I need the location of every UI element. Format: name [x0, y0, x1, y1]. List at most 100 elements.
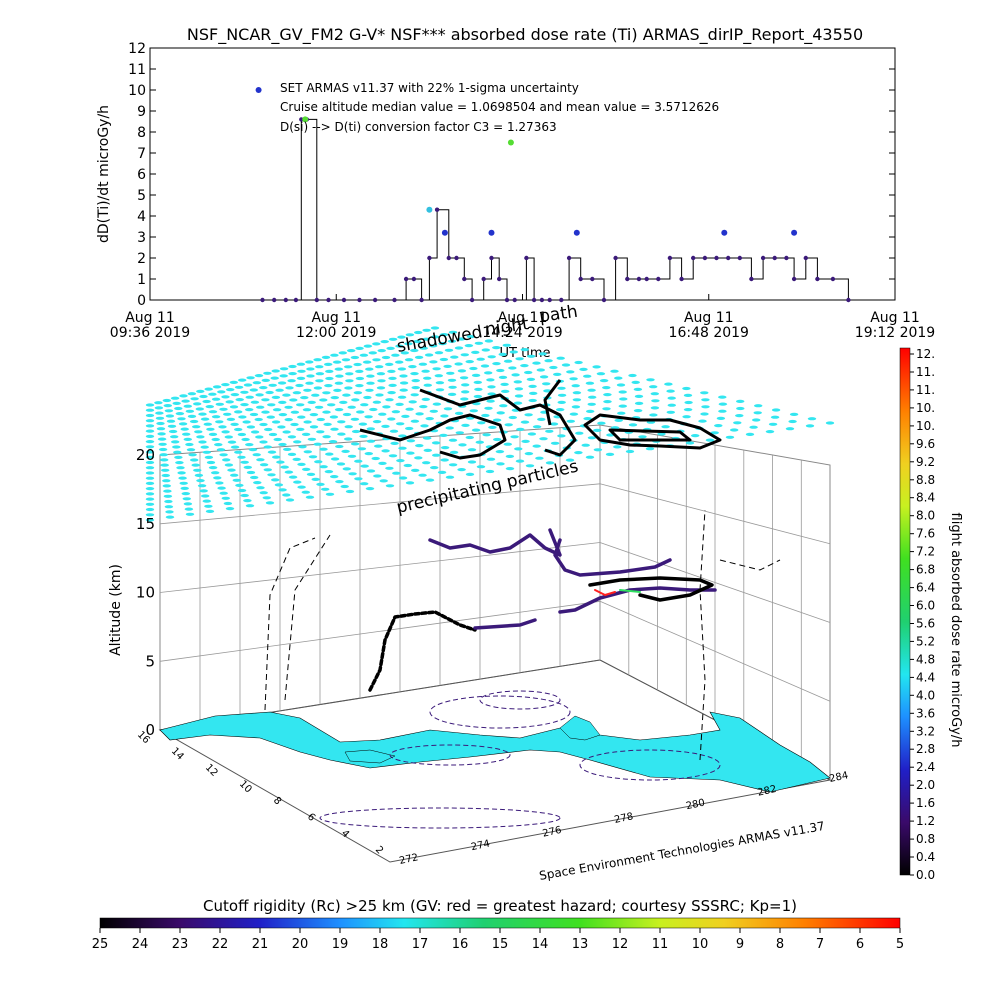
particle-mark: [698, 419, 707, 423]
ts-data-point: [760, 255, 766, 261]
ts-data-point: [830, 276, 836, 282]
colorbar-ticks: 12. 11. 11. 10. 10. 9.6 9.2 8.8 8.4 8.0 7.6 7.2 6.8 6…: [910, 347, 935, 882]
ts-data-point: [454, 255, 459, 261]
particle-mark: [145, 419, 155, 423]
ts-data-point: [539, 297, 545, 303]
particle-mark: [181, 492, 190, 496]
particle-mark: [201, 494, 210, 498]
particle-mark: [454, 346, 464, 350]
particle-mark: [211, 437, 220, 442]
particle-mark: [565, 458, 575, 462]
ts-data-point: [446, 255, 451, 261]
particle-mark: [649, 385, 658, 389]
particle-mark: [537, 417, 546, 421]
particle-mark: [268, 383, 277, 387]
particle-mark: [167, 424, 177, 428]
altitude-axis-label: Altitude (km): [108, 564, 124, 656]
rigidity-tick-label: 24: [132, 937, 149, 952]
particle-mark: [377, 379, 386, 383]
particle-mark: [683, 393, 693, 397]
particle-mark: [347, 454, 357, 458]
particle-mark: [347, 349, 356, 353]
particle-mark: [439, 333, 449, 337]
particle-mark: [182, 432, 191, 436]
altitude-tick-label: 5: [145, 652, 155, 670]
particle-mark: [248, 448, 258, 452]
ts-data-point: [497, 276, 502, 282]
particle-mark: [313, 386, 323, 390]
particle-mark: [145, 403, 155, 407]
particle-mark: [342, 412, 352, 417]
particle-mark: [234, 450, 243, 454]
ts-data-point: [357, 297, 362, 303]
particle-mark: [460, 397, 469, 401]
particle-mark: [807, 417, 817, 421]
particle-mark: [414, 456, 423, 460]
colorbar-tick-label: 4.4: [916, 670, 935, 684]
rigidity-tick-label: 15: [492, 937, 509, 952]
particle-mark: [246, 376, 255, 380]
particle-mark: [725, 435, 735, 439]
particle-mark: [385, 398, 394, 402]
particle-mark: [179, 481, 188, 485]
particle-mark: [190, 458, 199, 462]
particle-mark: [399, 374, 408, 378]
particle-mark: [445, 475, 455, 479]
particle-mark: [524, 452, 534, 456]
particle-mark: [466, 335, 476, 339]
colorbar-tick-label: 1.2: [916, 814, 935, 828]
particle-mark: [163, 404, 172, 408]
particle-mark: [572, 398, 582, 402]
rigidity-tick-label: 9: [736, 937, 744, 952]
particle-mark: [419, 346, 428, 350]
ts-data-point: [299, 117, 304, 122]
particle-mark: [145, 502, 155, 506]
ts-data-point: [283, 297, 288, 303]
particle-mark: [183, 437, 192, 441]
particle-mark: [175, 461, 184, 465]
particle-mark: [305, 381, 314, 385]
back-wall-grid-line: [159, 600, 601, 662]
particle-mark: [432, 453, 441, 457]
particle-mark: [471, 373, 481, 377]
ts-highlight-point: [426, 206, 433, 213]
ts-y-axis-label: dD(Ti)/dt microGy/h: [96, 105, 112, 243]
ts-data-point: [625, 276, 630, 282]
particle-mark: [667, 396, 676, 400]
latitude-tick-label: 6: [305, 811, 317, 823]
particle-mark: [768, 422, 778, 426]
particle-mark: [324, 470, 334, 474]
ts-x-tick-label: Aug 11: [870, 310, 920, 326]
ts-series-line: [262, 118, 849, 301]
particle-mark: [283, 447, 292, 451]
particle-mark: [482, 433, 491, 437]
particle-mark: [276, 460, 285, 464]
particle-mark: [389, 429, 399, 433]
contour-ring: [429, 695, 571, 729]
particle-mark: [649, 413, 658, 417]
particle-mark: [618, 404, 627, 408]
particle-mark: [410, 393, 419, 397]
particle-mark: [227, 440, 237, 444]
particle-mark: [261, 398, 270, 402]
particle-mark: [581, 443, 590, 447]
particle-mark: [625, 449, 635, 454]
particle-mark: [701, 405, 710, 409]
particle-mark: [434, 351, 444, 355]
particle-mark: [481, 413, 490, 418]
particle-mark: [145, 445, 155, 449]
particle-mark: [217, 390, 226, 394]
particle-mark: [486, 378, 495, 382]
particle-mark: [549, 422, 559, 426]
particle-mark: [335, 480, 344, 484]
particle-mark: [749, 425, 758, 429]
particle-mark: [377, 349, 386, 353]
particle-mark: [429, 360, 438, 364]
particle-mark: [614, 376, 623, 380]
particle-mark: [496, 462, 505, 466]
particle-mark: [406, 439, 416, 443]
particle-mark: [324, 384, 333, 388]
particle-mark: [376, 386, 386, 390]
particle-mark: [438, 342, 447, 346]
